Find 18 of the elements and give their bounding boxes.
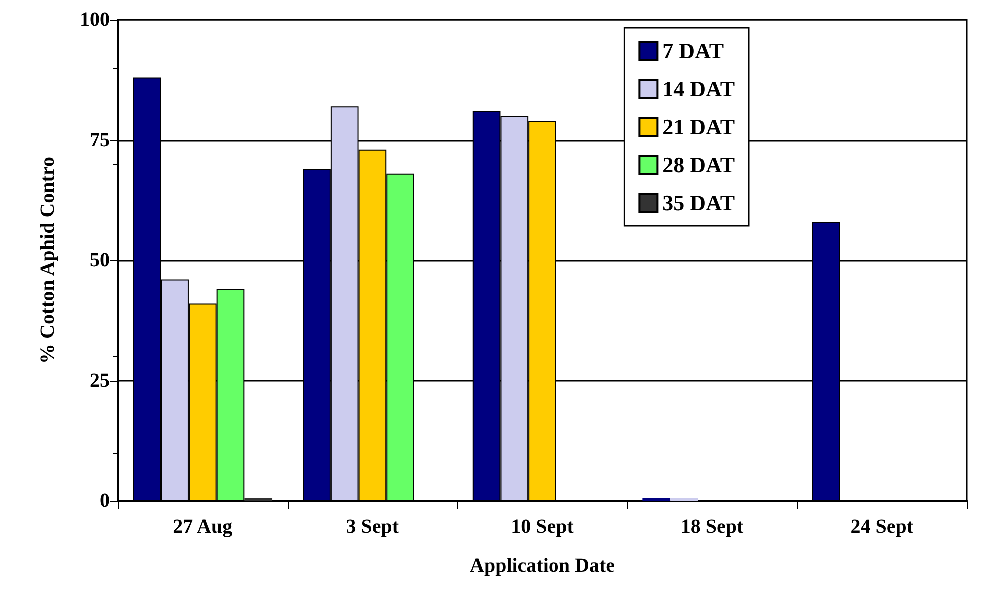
x-tick-label: 3 Sept — [346, 516, 400, 538]
y-tick-label: 50 — [90, 250, 110, 272]
legend-label: 28 DAT — [662, 152, 736, 178]
x-axis-title: Application Date — [470, 555, 616, 577]
legend-label: 21 DAT — [662, 114, 736, 140]
y-tick-label: 100 — [80, 9, 110, 31]
x-tick-label: 24 Sept — [850, 516, 914, 538]
y-tick-label: 75 — [90, 129, 110, 152]
y-tick-label: 0 — [100, 490, 110, 512]
legend-label: 14 DAT — [662, 76, 736, 102]
x-tick-label: 27 Aug — [173, 516, 233, 538]
bar — [642, 498, 671, 501]
y-tick-label: 25 — [90, 370, 110, 392]
x-tick-label: 10 Sept — [511, 516, 574, 538]
y-axis-title: % Cotton Aphid Contro — [37, 157, 59, 364]
legend-label: 35 DAT — [662, 190, 736, 216]
x-tick-label: 18 Sept — [680, 516, 744, 538]
legend-label: 7 DAT — [662, 38, 724, 64]
